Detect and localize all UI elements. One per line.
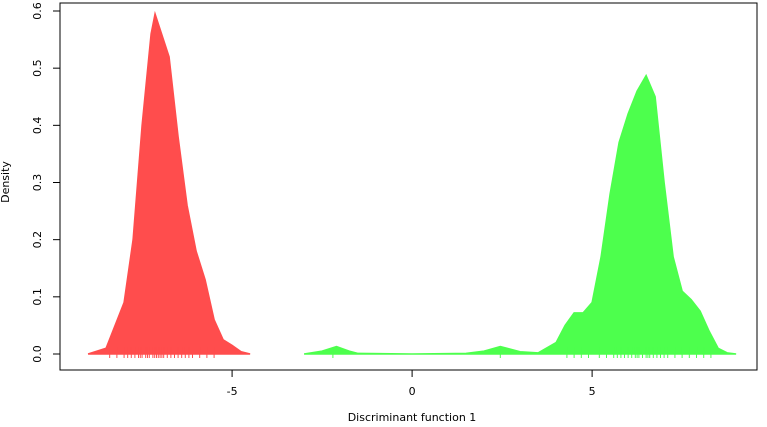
plot-frame bbox=[59, 2, 758, 371]
y-tick-label: 0.2 bbox=[31, 231, 44, 249]
y-tick-label: 0.1 bbox=[31, 288, 44, 306]
y-axis-label: Density bbox=[0, 161, 12, 203]
y-tick-label: 0.4 bbox=[31, 117, 44, 135]
x-tick-label: 5 bbox=[589, 385, 596, 398]
density-area bbox=[303, 73, 737, 355]
y-tick-label: 0.5 bbox=[31, 59, 44, 77]
y-tick-label: 0.6 bbox=[31, 2, 44, 20]
x-axis-label: Discriminant function 1 bbox=[348, 411, 477, 423]
y-tick-label: 0.0 bbox=[31, 345, 44, 363]
density-area bbox=[87, 10, 251, 355]
y-tick-label: 0.3 bbox=[31, 174, 44, 192]
x-tick-label: -5 bbox=[227, 385, 238, 398]
x-tick-label: 0 bbox=[409, 385, 416, 398]
